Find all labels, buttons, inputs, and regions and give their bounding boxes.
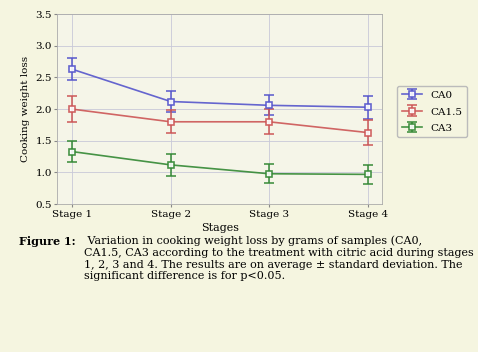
Legend: CA0, CA1.5, CA3: CA0, CA1.5, CA3	[397, 86, 467, 137]
Text: Variation in cooking weight loss by grams of samples (CA0,
CA1.5, CA3 according : Variation in cooking weight loss by gram…	[84, 236, 473, 281]
Y-axis label: Cooking weight loss: Cooking weight loss	[21, 56, 30, 162]
X-axis label: Stages: Stages	[201, 223, 239, 233]
Text: Figure 1:: Figure 1:	[19, 236, 76, 247]
